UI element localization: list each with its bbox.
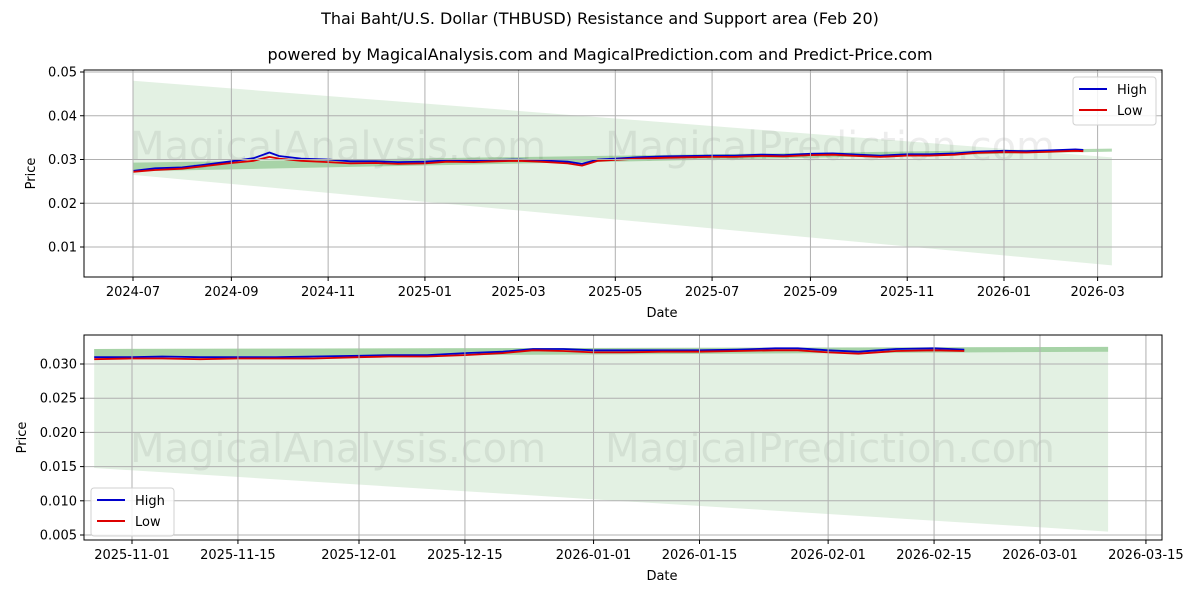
y-tick-label: 0.005 [40,529,77,544]
x-tick-label: 2025-11-15 [200,548,276,563]
y-tick-label: 0.01 [48,241,77,256]
projection-area [133,80,1112,266]
legend-label-high: High [1117,83,1147,98]
watermark: MagicalPrediction.com [605,426,1055,472]
x-tick-label: 2025-05 [588,285,642,300]
x-tick-label: 2026-02-01 [790,548,866,563]
x-tick-label: 2026-03-15 [1108,548,1184,563]
axes-frame [83,69,1163,278]
legend: High Low [90,487,175,537]
x-tick-label: 2025-01 [398,285,452,300]
x-tick-label: 2024-09 [204,285,258,300]
x-tick-label: 2026-01-01 [556,548,632,563]
x-tick-label: 2024-07 [106,285,160,300]
series-high-line [94,347,965,359]
y-axis-label: Price [24,158,39,190]
y-tick-label: 0.05 [48,66,77,81]
y-tick-label: 0.04 [48,109,77,124]
axes-frame [83,334,1163,541]
chart-panel-1: MagicalAnalysis.com MagicalPrediction.com… [24,66,1163,321]
x-tick-label: 2026-03-01 [1002,548,1078,563]
legend-label-low: Low [1117,104,1143,119]
watermark: MagicalPrediction.com [605,124,1055,170]
watermark: MagicalAnalysis.com [130,426,546,472]
x-tick-label: 2026-01-15 [662,548,738,563]
series-low-line [132,149,1084,173]
legend-label-low: Low [135,515,161,530]
y-tick-label: 0.03 [48,153,77,168]
x-tick-label: 2025-12-01 [321,548,397,563]
y-tick-label: 0.020 [40,426,77,441]
x-axis-label: Date [646,306,677,321]
x-tick-label: 2025-11-01 [94,548,170,563]
x-tick-label: 2026-01 [977,285,1031,300]
x-tick-label: 2025-03 [491,285,545,300]
legend: High Low [1072,76,1157,126]
x-tick-label: 2025-12-15 [427,548,503,563]
legend-label-high: High [135,494,165,509]
chart-subtitle: powered by MagicalAnalysis.com and Magic… [267,45,933,64]
y-axis-label: Price [15,422,30,454]
y-tick-label: 0.015 [40,460,77,475]
y-tick-label: 0.025 [40,392,77,407]
x-axis-label: Date [646,569,677,584]
y-tick-label: 0.030 [40,358,77,373]
x-tick-label: 2025-11 [880,285,934,300]
y-tick-label: 0.02 [48,197,77,212]
chart-title: Thai Baht/U.S. Dollar (THBUSD) Resistanc… [321,9,879,28]
x-tick-label: 2026-03 [1070,285,1124,300]
projection-area [94,346,1109,532]
x-tick-label: 2025-07 [685,285,739,300]
y-tick-label: 0.010 [40,494,77,509]
x-tick-label: 2024-11 [301,285,355,300]
x-tick-label: 2026-02-15 [896,548,972,563]
chart-panel-2: MagicalAnalysis.com MagicalPrediction.com… [15,334,1184,584]
series-low-line [94,349,965,361]
x-tick-label: 2025-09 [783,285,837,300]
